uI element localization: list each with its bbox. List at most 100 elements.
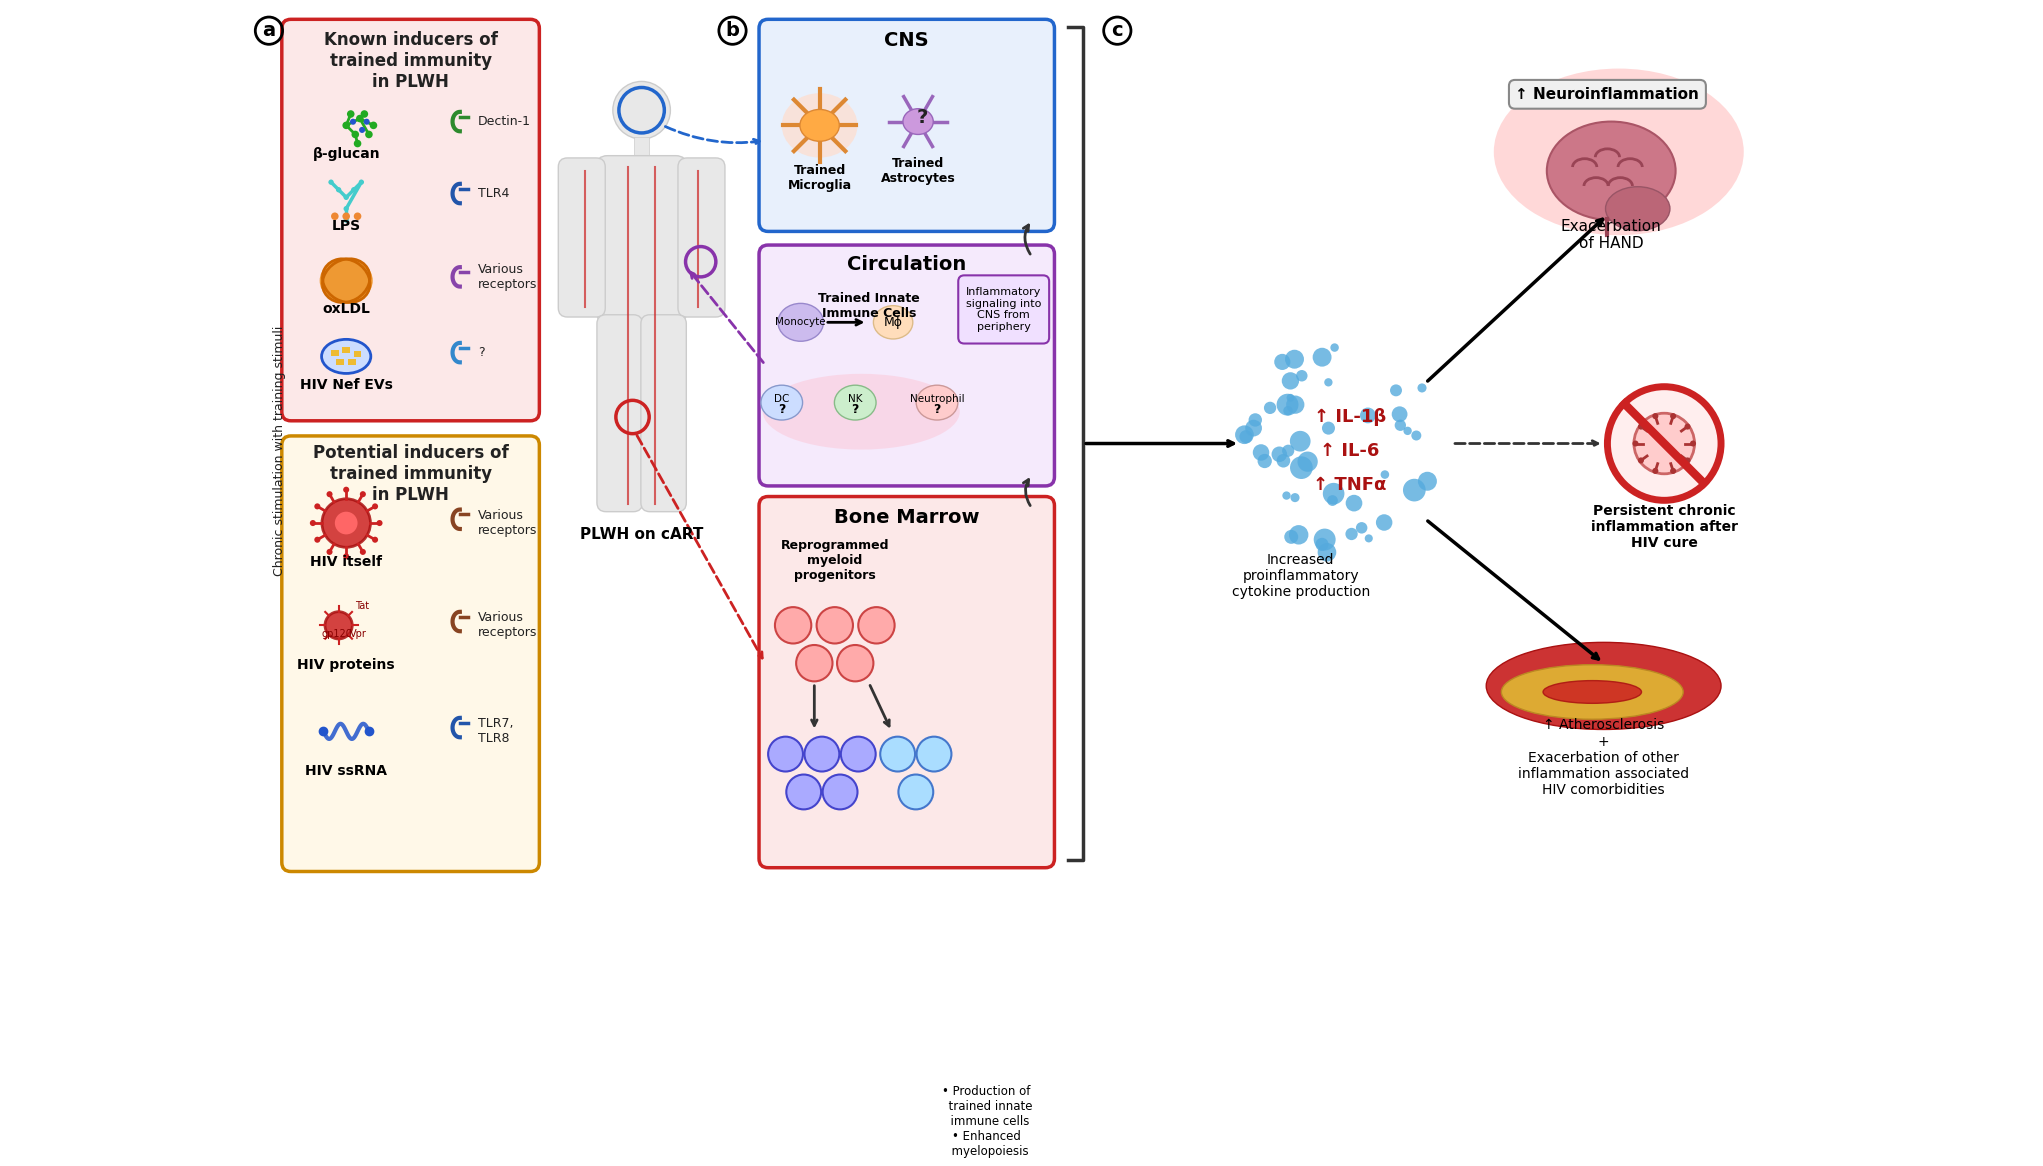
Bar <box>331 350 339 356</box>
Circle shape <box>1634 413 1694 473</box>
Circle shape <box>353 140 362 147</box>
Circle shape <box>1252 444 1269 461</box>
Text: Exacerbation
of HAND: Exacerbation of HAND <box>1561 219 1661 252</box>
Circle shape <box>1653 413 1659 419</box>
Circle shape <box>1346 528 1359 540</box>
Ellipse shape <box>1542 681 1641 703</box>
FancyBboxPatch shape <box>1510 80 1706 108</box>
Circle shape <box>1322 422 1334 435</box>
Ellipse shape <box>834 385 876 420</box>
FancyBboxPatch shape <box>282 20 539 421</box>
Text: Trained
Astrocytes: Trained Astrocytes <box>881 156 956 185</box>
Circle shape <box>1328 496 1338 506</box>
Circle shape <box>1418 472 1436 491</box>
Circle shape <box>1391 406 1408 422</box>
Text: Various
receptors: Various receptors <box>478 611 537 639</box>
Circle shape <box>360 127 366 133</box>
Circle shape <box>1632 441 1638 447</box>
Text: gp120: gp120 <box>323 628 353 639</box>
Circle shape <box>343 206 349 211</box>
Circle shape <box>1236 426 1254 444</box>
Circle shape <box>347 111 355 118</box>
FancyBboxPatch shape <box>597 315 642 512</box>
Circle shape <box>1295 370 1308 381</box>
Text: Mϕ: Mϕ <box>885 316 903 329</box>
Circle shape <box>343 486 349 493</box>
Circle shape <box>1638 457 1645 463</box>
Text: ↑ Neuroinflammation: ↑ Neuroinflammation <box>1516 86 1700 101</box>
Ellipse shape <box>778 303 823 342</box>
Circle shape <box>1365 534 1373 542</box>
Text: c: c <box>1111 21 1124 40</box>
Circle shape <box>331 212 339 220</box>
Text: Chronic stimulation with training stimuli: Chronic stimulation with training stimul… <box>274 326 286 576</box>
Circle shape <box>372 504 378 510</box>
Circle shape <box>613 82 670 139</box>
Circle shape <box>817 607 854 644</box>
Text: Various
receptors: Various receptors <box>478 262 537 290</box>
Text: Monocyte: Monocyte <box>776 317 825 328</box>
FancyBboxPatch shape <box>958 275 1050 344</box>
Circle shape <box>1289 525 1308 545</box>
Text: CNS: CNS <box>885 31 930 50</box>
Text: Potential inducers of
trained immunity
in PLWH: Potential inducers of trained immunity i… <box>313 444 509 504</box>
FancyBboxPatch shape <box>282 436 539 871</box>
Ellipse shape <box>1547 121 1675 220</box>
Circle shape <box>1346 494 1363 512</box>
Text: β-glucan: β-glucan <box>313 147 380 161</box>
Circle shape <box>315 536 321 542</box>
Text: Circulation: Circulation <box>848 255 966 274</box>
Text: ?: ? <box>934 403 940 416</box>
Circle shape <box>1283 406 1293 415</box>
Circle shape <box>1685 423 1690 429</box>
Text: Vpr: Vpr <box>349 628 368 639</box>
Text: ↑ Atherosclerosis
+
Exacerbation of other
inflammation associated
HIV comorbidit: ↑ Atherosclerosis + Exacerbation of othe… <box>1518 718 1690 798</box>
Text: Various
receptors: Various receptors <box>478 510 537 538</box>
Circle shape <box>335 187 341 192</box>
Circle shape <box>1283 444 1295 457</box>
Circle shape <box>768 737 803 772</box>
Text: Dectin-1: Dectin-1 <box>478 115 531 128</box>
Circle shape <box>343 217 349 223</box>
Circle shape <box>1669 468 1675 473</box>
Circle shape <box>1285 529 1297 543</box>
Circle shape <box>1690 441 1696 447</box>
Ellipse shape <box>1502 665 1683 719</box>
Text: a: a <box>262 21 276 40</box>
Circle shape <box>858 607 895 644</box>
Circle shape <box>329 180 333 185</box>
Circle shape <box>355 114 364 122</box>
FancyBboxPatch shape <box>934 1073 1040 1166</box>
Circle shape <box>335 512 358 534</box>
Ellipse shape <box>903 108 934 134</box>
Ellipse shape <box>1493 69 1745 236</box>
Text: ?: ? <box>778 403 785 416</box>
Text: Inflammatory
signaling into
CNS from
periphery: Inflammatory signaling into CNS from per… <box>966 287 1042 332</box>
Ellipse shape <box>874 305 913 339</box>
Bar <box>353 351 362 357</box>
Circle shape <box>1418 384 1426 393</box>
Circle shape <box>1638 423 1645 429</box>
Circle shape <box>838 645 874 681</box>
FancyBboxPatch shape <box>760 20 1054 231</box>
Circle shape <box>917 737 952 772</box>
Circle shape <box>353 212 362 220</box>
Text: HIV proteins: HIV proteins <box>298 658 394 672</box>
Circle shape <box>1287 394 1295 401</box>
Circle shape <box>376 520 382 526</box>
Circle shape <box>842 737 876 772</box>
Circle shape <box>1669 413 1675 419</box>
Text: DC: DC <box>774 394 789 403</box>
Text: Persistent chronic
inflammation after
HIV cure: Persistent chronic inflammation after HI… <box>1591 504 1739 550</box>
Circle shape <box>360 111 368 118</box>
Circle shape <box>360 180 364 185</box>
Circle shape <box>349 119 355 125</box>
Circle shape <box>327 549 333 555</box>
Circle shape <box>1324 378 1332 386</box>
Text: Reprogrammed
myeloid
progenitors: Reprogrammed myeloid progenitors <box>780 540 889 583</box>
Circle shape <box>1653 468 1659 473</box>
FancyBboxPatch shape <box>642 315 686 512</box>
Text: ↑ IL-6: ↑ IL-6 <box>1320 442 1379 461</box>
Circle shape <box>1381 470 1389 479</box>
Ellipse shape <box>1606 187 1669 231</box>
